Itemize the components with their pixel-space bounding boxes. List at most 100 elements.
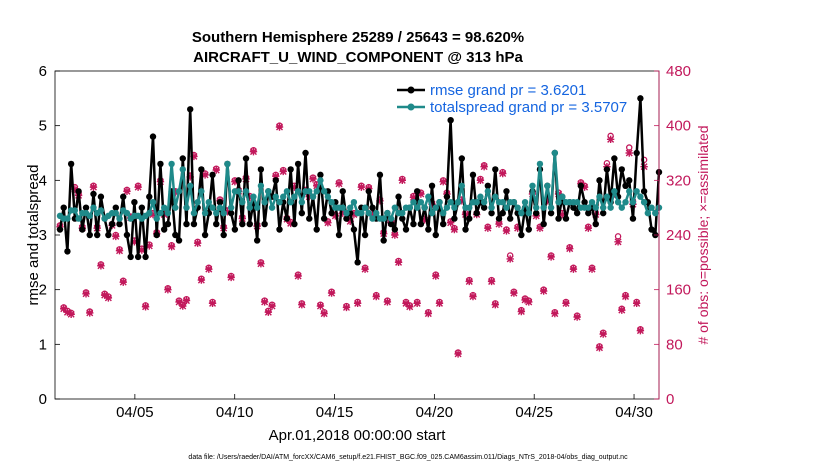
rmse-point <box>172 231 179 239</box>
rmse-point <box>227 209 235 217</box>
obs-assimilated-point <box>112 232 120 241</box>
rmse-point <box>183 220 190 228</box>
totalspread-point <box>425 193 432 200</box>
totalspread-point <box>637 193 644 200</box>
rmse-point <box>142 253 149 261</box>
obs-assimilated-point <box>406 303 414 311</box>
totalspread-point <box>280 193 287 200</box>
rmse-point <box>298 209 306 217</box>
rmse-point <box>440 220 447 228</box>
obs-assimilated-point <box>413 299 421 308</box>
totalspread-point <box>618 204 625 211</box>
totalspread-point <box>160 204 168 211</box>
obs-assimilated-point <box>446 219 455 227</box>
rmse-line <box>58 97 661 264</box>
axes-layer: 0 1 2 3 4 5 6 0 80 160 240 320 400 480 04/05 04/10 04/15… <box>39 63 691 421</box>
rmse-point <box>462 226 469 233</box>
rmse-point <box>291 220 298 228</box>
totalspread-point <box>90 204 97 211</box>
legend: rmse grand pr = 3.6201 totalspread grand… <box>397 82 627 116</box>
y-right-tick-label: 0 <box>666 391 674 408</box>
rmse-point <box>253 237 261 244</box>
obs-assimilated-point <box>394 258 403 267</box>
totalspread-point <box>272 193 279 200</box>
totalspread-point <box>626 188 633 195</box>
rmse-point <box>138 204 146 211</box>
rmse-point <box>611 155 618 162</box>
obs-assimilated-point <box>134 183 142 191</box>
obs-assimilated-point <box>309 175 317 183</box>
totalspread-point <box>320 188 328 195</box>
rmse-point <box>187 106 194 113</box>
rmse-point <box>387 220 395 228</box>
totalspread-point <box>224 160 231 168</box>
rmse-point <box>242 155 250 162</box>
obs-assimilated-point <box>339 209 347 217</box>
obs-assimilated-point <box>97 262 105 270</box>
legend-spread-label: totalspread grand pr = 3.5707 <box>430 99 627 116</box>
obs-assimilated-point <box>573 313 581 321</box>
obs-assimilated-point <box>469 292 477 301</box>
obs-assimilated-point <box>123 187 131 195</box>
totalspread-point <box>361 204 369 211</box>
totalspread-point <box>198 188 205 195</box>
totalspread-point <box>168 160 175 168</box>
y-left-tick-label: 5 <box>39 118 47 135</box>
totalspread-point <box>283 188 291 195</box>
rmse-point <box>413 188 421 195</box>
totalspread-point <box>294 188 302 195</box>
obs-assimilated-point <box>543 197 552 205</box>
obs-assimilated-point <box>614 238 622 246</box>
obs-assimilated-point <box>424 309 433 318</box>
totalspread-point <box>458 182 466 189</box>
totalspread-point <box>209 204 216 211</box>
rmse-point <box>160 226 168 233</box>
totalspread-point <box>607 204 614 211</box>
obs-assimilated-point <box>506 255 514 263</box>
totalspread-point <box>317 177 324 184</box>
y-right-tick-label: 400 <box>666 118 691 135</box>
obs-assimilated-point <box>368 210 377 219</box>
obs-assimilated-point <box>372 292 380 301</box>
obs-assimilated-point <box>286 219 295 228</box>
rmse-point <box>216 199 224 206</box>
obs-assimilated-point <box>331 212 340 220</box>
obs-assimilated-point <box>350 210 358 219</box>
rmse-point <box>626 177 633 184</box>
obs-assimilated-point <box>298 301 306 309</box>
rmse-point <box>105 231 112 239</box>
totalspread-point <box>533 204 540 211</box>
rmse-point <box>93 231 101 239</box>
obs-assimilated-point <box>551 309 559 318</box>
totalspread-point <box>265 188 272 195</box>
rmse-point <box>402 226 410 233</box>
obs-assimilated-point <box>510 289 518 297</box>
obs-assimilated-point <box>205 265 213 273</box>
obs-assimilated-point <box>175 298 183 306</box>
obs-assimilated-point <box>599 330 607 338</box>
x-tick-label: 04/15 <box>316 404 354 421</box>
totalspread-point <box>466 204 473 211</box>
y-left-tick-label: 3 <box>39 227 47 244</box>
rmse-point <box>287 166 294 173</box>
obs-assimilated-point <box>82 290 90 298</box>
obs-assimilated-point <box>335 180 343 188</box>
obs-assimilated-point <box>636 326 645 335</box>
rmse-point <box>484 182 492 189</box>
rmse-point <box>618 166 625 173</box>
rmse-point <box>272 177 279 184</box>
obs-assimilated-point <box>320 309 328 318</box>
x-tick-label: 04/30 <box>615 404 653 421</box>
totalspread-point <box>164 209 172 217</box>
totalspread-point <box>343 209 350 217</box>
rmse-point <box>335 231 343 239</box>
rmse-point <box>276 226 283 233</box>
rmse-point <box>648 226 655 233</box>
obs-assimilated-point <box>539 287 548 295</box>
obs-assimilated-point <box>104 294 113 302</box>
y-left-tick-label: 2 <box>39 282 47 299</box>
rmse-point <box>320 215 328 222</box>
totalspread-point <box>239 199 246 206</box>
totalspread-point <box>350 199 358 206</box>
